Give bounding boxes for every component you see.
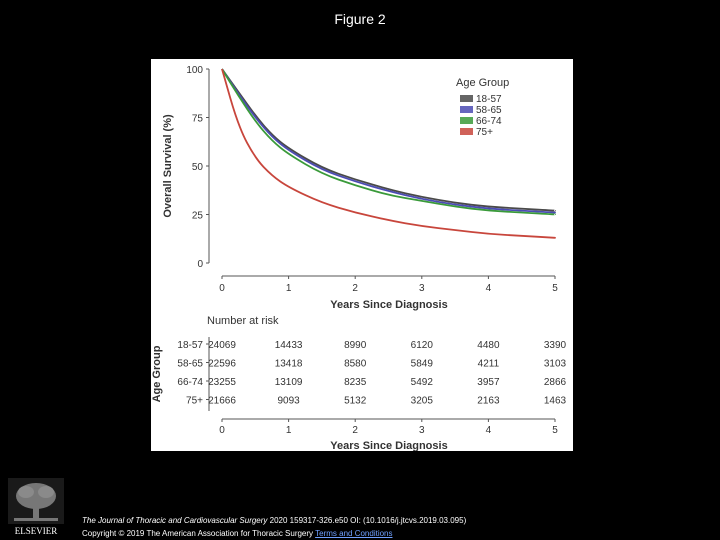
risk-table-cell: 3957 xyxy=(477,377,500,388)
citation-line: The Journal of Thoracic and Cardiovascul… xyxy=(82,514,466,527)
risk-x-tick-label: 5 xyxy=(552,425,558,436)
risk-row-group: 18-57 xyxy=(177,340,203,351)
legend-label-58-65: 58-65 xyxy=(476,105,502,116)
series-line-75+ xyxy=(221,68,556,239)
risk-x-tick-label: 1 xyxy=(286,425,292,436)
risk-x-tick-label: 3 xyxy=(419,425,425,436)
figure-panel: 0 25 50 75 100 0 1 2 3 4 5 Years Since Diagnosis Ove… xyxy=(151,59,573,451)
risk-table-cell: 5849 xyxy=(411,359,434,370)
terms-link[interactable]: Terms and Conditions xyxy=(315,529,393,538)
legend-label-18-57: 18-57 xyxy=(476,94,502,105)
risk-table-cell: 4211 xyxy=(478,359,500,370)
risk-table-cell: 3103 xyxy=(544,359,567,370)
slide-title: Figure 2 xyxy=(334,11,386,27)
x-tick-label: 5 xyxy=(552,283,558,294)
legend-title: Age Group xyxy=(456,77,509,89)
risk-table-cell: 9093 xyxy=(277,396,300,407)
risk-table-cell: 8990 xyxy=(344,340,367,351)
y-axis-label: Overall Survival (%) xyxy=(162,114,174,218)
citation: The Journal of Thoracic and Cardiovascul… xyxy=(82,514,466,540)
risk-table-cell: 24069 xyxy=(208,340,236,351)
risk-table-cell: 8580 xyxy=(344,359,367,370)
x-tick-label: 4 xyxy=(486,283,492,294)
series-line-18-57 xyxy=(221,68,556,212)
risk-table-cell: 6120 xyxy=(411,340,434,351)
y-tick-label: 100 xyxy=(186,65,203,76)
legend-swatch-66-74 xyxy=(460,117,473,124)
series-line-66-74 xyxy=(221,68,556,216)
x-tick-label: 1 xyxy=(286,283,292,294)
risk-x-tick-label: 4 xyxy=(486,425,492,436)
risk-row-group: 75+ xyxy=(186,396,203,407)
x-tick-label: 0 xyxy=(219,283,225,294)
y-tick-label: 50 xyxy=(192,162,204,173)
risk-table-cell: 13418 xyxy=(275,359,303,370)
legend-label-66-74: 66-74 xyxy=(476,116,502,127)
legend-label-75+: 75+ xyxy=(476,127,493,138)
risk-row-group: 58-65 xyxy=(177,359,203,370)
risk-table-cell: 8235 xyxy=(344,377,367,388)
legend-swatch-75+ xyxy=(460,128,473,135)
risk-table-cell: 4480 xyxy=(477,340,500,351)
risk-table-cell: 3390 xyxy=(544,340,567,351)
x-tick-label: 3 xyxy=(419,283,425,294)
risk-table-cell: 5132 xyxy=(344,396,367,407)
journal-name: The Journal of Thoracic and Cardiovascul… xyxy=(82,516,268,525)
risk-table-cell: 5492 xyxy=(411,377,434,388)
risk-table-cell: 2163 xyxy=(477,396,500,407)
risk-table-title: Number at risk xyxy=(207,315,279,327)
risk-table-group-label: Age Group xyxy=(151,345,163,402)
risk-table-cell: 22596 xyxy=(208,359,236,370)
risk-table-cell: 21666 xyxy=(208,396,236,407)
y-tick-label: 0 xyxy=(197,259,203,270)
risk-table-cell: 23255 xyxy=(208,377,236,388)
risk-row-group: 66-74 xyxy=(177,377,203,388)
citation-details: 2020 159317-326.e50 OI: (10.1016/j.jtcvs… xyxy=(267,516,467,525)
risk-table-cell: 2866 xyxy=(544,377,567,388)
legend-swatch-18-57 xyxy=(460,95,473,102)
risk-table-cell: 3205 xyxy=(411,396,434,407)
risk-x-tick-label: 2 xyxy=(352,425,358,436)
x-tick-label: 2 xyxy=(352,283,358,294)
copyright-line: Copyright © 2019 The American Associatio… xyxy=(82,527,466,540)
risk-table-cell: 13109 xyxy=(275,377,303,388)
risk-x-tick-label: 0 xyxy=(219,425,225,436)
risk-x-axis-label: Years Since Diagnosis xyxy=(330,440,447,451)
elsevier-logo: ELSEVIER xyxy=(8,478,64,536)
x-axis-label: Years Since Diagnosis xyxy=(330,299,447,311)
series-line-58-65 xyxy=(221,68,556,214)
legend-swatch-58-65 xyxy=(460,106,473,113)
risk-table-cell: 1463 xyxy=(544,396,567,407)
copyright-text: Copyright © 2019 The American Associatio… xyxy=(82,529,316,538)
elsevier-logo-text: ELSEVIER xyxy=(15,526,58,536)
y-tick-label: 75 xyxy=(192,114,204,125)
risk-table-cell: 14433 xyxy=(275,340,303,351)
y-tick-label: 25 xyxy=(192,211,204,222)
